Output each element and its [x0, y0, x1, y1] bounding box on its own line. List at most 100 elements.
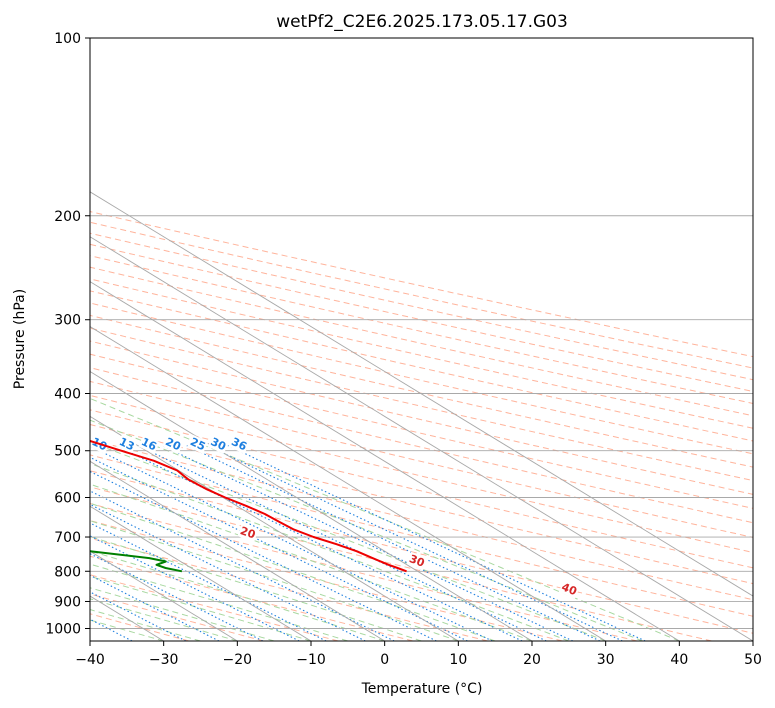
dry-adiabat [90, 380, 753, 538]
dry-adiabats [90, 211, 753, 641]
mixing-ratio-line [206, 445, 623, 641]
isotherms [90, 191, 753, 641]
mixing-ratio-line [115, 445, 523, 641]
mixing-ratio-label-bg [207, 434, 230, 455]
moist-adiabat [90, 598, 238, 641]
x-tick-label: 50 [744, 652, 762, 668]
mixing-ratio-label: 13 [117, 435, 136, 453]
temperature-profile [90, 439, 407, 573]
dry-adiabat [90, 232, 753, 381]
mixing-ratio-line [227, 445, 646, 641]
isotherm [90, 460, 385, 641]
mixing-ratio-label: 16 [139, 435, 159, 454]
y-axis-label: Pressure (hPa) [12, 289, 28, 389]
mixing-ratio-line [90, 456, 468, 641]
x-tick-label: 0 [380, 652, 389, 668]
moist-adiabat-label: 20 [238, 524, 257, 541]
moist-adiabat [90, 550, 385, 641]
mixing-ratio-label-bg [138, 434, 160, 455]
x-tick-label: −10 [296, 652, 326, 668]
x-axis-ticks: −40 −30 −20 −10 0 10 20 30 40 50 [75, 641, 762, 668]
sounding-profiles [90, 439, 407, 573]
moist-adiabat [90, 563, 348, 641]
dry-adiabat [90, 266, 753, 417]
x-tick-label: −20 [223, 652, 253, 668]
dry-adiabat [90, 537, 488, 641]
y-tick-label: 700 [54, 530, 81, 546]
x-tick-label: −40 [75, 652, 105, 668]
moist-adiabat [90, 441, 606, 641]
dry-adiabat [90, 243, 753, 392]
dry-adiabat [90, 221, 753, 369]
moist-adiabat-label: 30 [407, 552, 426, 570]
mixing-ratio-line [90, 535, 300, 641]
moist-adiabat-label-bg [558, 580, 580, 599]
y-tick-label: 1000 [45, 621, 81, 637]
mixing-ratio-lines [90, 445, 646, 641]
y-tick-label: 400 [54, 387, 81, 403]
y-tick-label: 500 [54, 444, 81, 460]
dry-adiabat [90, 255, 753, 404]
moist-adiabats [90, 397, 680, 641]
isotherm [90, 370, 533, 641]
dry-adiabat [90, 278, 753, 429]
x-tick-label: 40 [670, 652, 688, 668]
mixing-ratio-label: 25 [188, 435, 207, 453]
mixing-ratio-label-bg [187, 434, 209, 454]
dry-adiabat [90, 409, 753, 569]
mixing-ratio-line [90, 574, 220, 641]
dry-adiabat [90, 439, 753, 601]
x-axis-label: Temperature (°C) [361, 681, 483, 697]
mixing-ratio-label: 30 [209, 435, 229, 453]
moist-adiabat-label-bg [406, 551, 428, 571]
isotherm [90, 550, 238, 641]
y-axis-ticks: 100 200 300 400 500 600 700 800 900 1000 [45, 31, 90, 637]
mixing-ratio-label: 36 [229, 435, 249, 453]
mixing-ratio-line [90, 490, 395, 641]
dry-adiabat [90, 340, 753, 495]
mixing-ratio-line [90, 591, 187, 641]
mixing-ratio-line [137, 445, 547, 641]
dry-adiabat [90, 290, 753, 442]
moist-adiabat [90, 483, 533, 641]
moist-adiabat [90, 463, 569, 641]
isotherm [90, 326, 606, 641]
isotherm [90, 191, 753, 597]
mixing-ratio-label-bg [162, 434, 185, 455]
dry-adiabat [90, 574, 339, 641]
moist-adiabat [90, 502, 496, 641]
mixing-ratio-line [90, 445, 493, 641]
mixing-ratio-label: 20 [163, 435, 183, 454]
y-tick-label: 200 [54, 209, 81, 225]
moist-adiabat-label: 40 [560, 580, 579, 598]
dry-adiabat [90, 613, 189, 641]
mixing-ratio-line [90, 553, 264, 641]
mixing-ratio-label-bg [228, 434, 250, 454]
y-tick-label: 900 [54, 594, 81, 610]
dry-adiabat [90, 327, 753, 482]
dry-adiabat [90, 394, 753, 554]
y-tick-label: 100 [54, 31, 81, 47]
isotherm [90, 236, 753, 641]
moist-adiabat-label-bg [237, 523, 259, 542]
x-tick-label: −30 [149, 652, 179, 668]
chart-title: wetPf2_C2E6.2025.173.05.17.G03 [276, 12, 568, 32]
dry-adiabat [90, 211, 753, 358]
isotherm [90, 415, 459, 641]
x-tick-label: 10 [449, 652, 467, 668]
moist-adiabat [90, 397, 680, 641]
mixing-ratio-line [186, 445, 601, 641]
y-tick-label: 800 [54, 564, 81, 580]
plot-frame [89, 37, 754, 642]
dry-adiabat [90, 367, 753, 524]
dry-adiabat [90, 302, 753, 455]
x-tick-label: 30 [597, 652, 615, 668]
isotherm [90, 505, 312, 641]
mixing-ratio-label-bg [116, 434, 138, 454]
moist-adiabat [90, 419, 643, 641]
y-tick-label: 300 [54, 313, 81, 329]
y-tick-label: 600 [54, 490, 81, 506]
moist-adiabat [90, 587, 275, 641]
moist-adiabat [90, 575, 312, 641]
